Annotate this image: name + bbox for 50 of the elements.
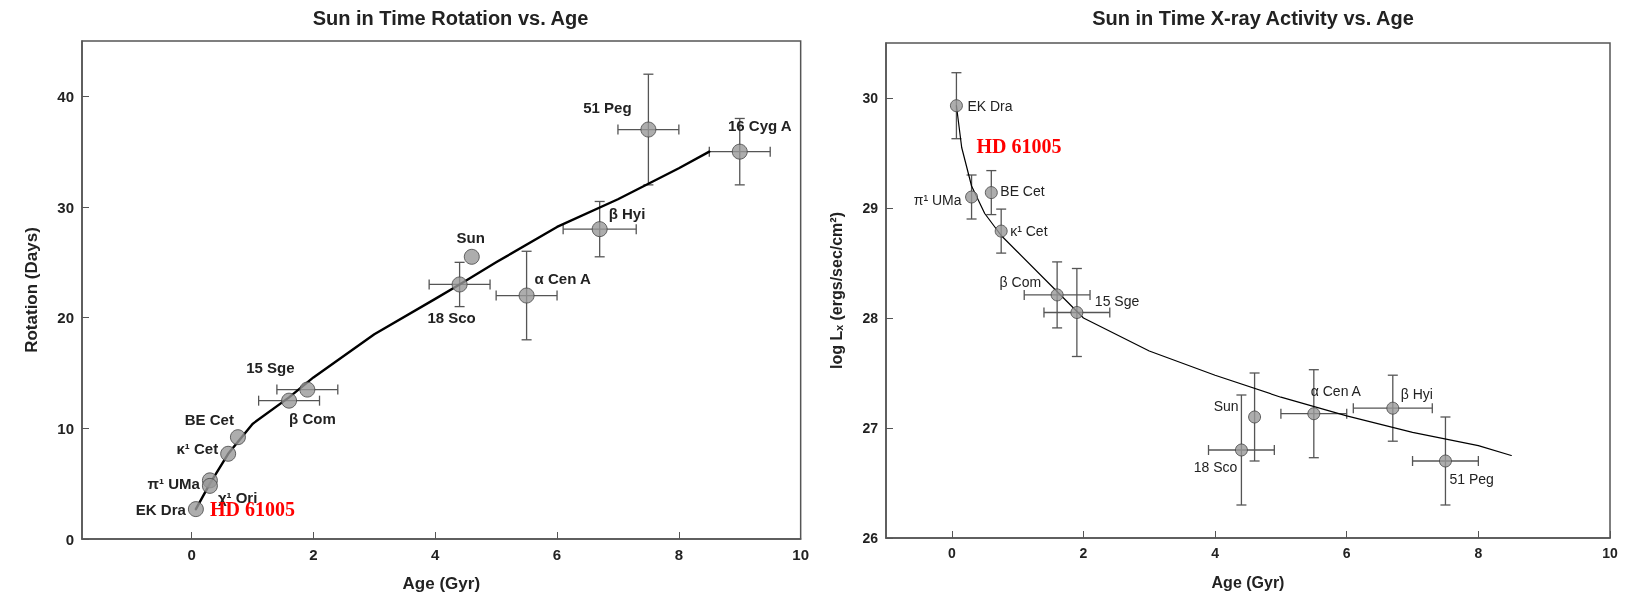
annotation: 18 Sco — [1193, 459, 1238, 475]
annotation: BE Cet — [184, 410, 234, 428]
annotation: π¹ UMa — [913, 192, 962, 208]
x-tick-label: 8 — [1474, 545, 1483, 561]
annotation: 18 Sco — [427, 308, 476, 326]
y-tick-label: 26 — [862, 530, 879, 546]
annotation: β Com — [289, 410, 336, 428]
x-tick-label: 0 — [947, 545, 956, 561]
x-tick-label: 8 — [674, 546, 684, 563]
annotation: κ¹ Cet — [176, 440, 219, 458]
y-tick-label: 20 — [57, 309, 74, 327]
y-tick-label: 27 — [862, 420, 879, 436]
annotation: Sun — [456, 229, 485, 247]
annotation: 51 Peg — [583, 99, 632, 117]
x-axis-title: Age (Gyr) — [402, 574, 481, 593]
annotation: BE Cet — [1000, 182, 1045, 199]
y-axis-title: log Lₓ (ergs/sec/cm²) — [827, 211, 845, 370]
x-axis-title: Age (Gyr) — [1211, 573, 1285, 591]
x-tick-label: 2 — [309, 546, 318, 563]
x-tick-label: 2 — [1079, 545, 1088, 561]
x-tick-label: 4 — [1211, 545, 1220, 561]
chart-title: Sun in Time Rotation vs. Age — [312, 7, 589, 29]
x-tick-label: 6 — [552, 546, 562, 563]
x-tick-label: 0 — [187, 546, 196, 563]
annotation: π¹ UMa — [147, 474, 201, 492]
y-tick-label: 40 — [57, 87, 74, 105]
annotation: β Com — [999, 273, 1042, 290]
annotation: Sun — [1213, 398, 1239, 414]
y-tick-label: 28 — [862, 310, 879, 326]
y-tick-label: 0 — [65, 530, 74, 548]
annotation: EK Dra — [135, 500, 187, 518]
y-tick-label: 10 — [57, 419, 74, 437]
x-tick-label: 10 — [1602, 545, 1618, 561]
y-tick-label: 29 — [862, 200, 879, 216]
annotation: β Hyi — [608, 204, 646, 222]
annotation: α Cen A — [534, 270, 591, 288]
y-tick-label: 30 — [862, 90, 879, 106]
y-tick-label: 30 — [57, 198, 74, 216]
x-tick-label: 6 — [1342, 545, 1351, 561]
chart-title: Sun in Time X-ray Activity vs. Age — [1092, 7, 1414, 29]
annotation: β Hyi — [1400, 386, 1433, 403]
annotation: HD 61005 — [976, 134, 1062, 157]
x-tick-label: 4 — [431, 546, 441, 563]
annotation: 15 Sge — [246, 359, 295, 377]
annotation: 15 Sge — [1094, 292, 1140, 309]
x-tick-label: 10 — [792, 546, 809, 563]
annotation: κ¹ Cet — [1010, 223, 1048, 240]
annotation: 51 Peg — [1449, 471, 1494, 487]
annotation: EK Dra — [967, 97, 1013, 114]
y-axis-title: Rotation (Days) — [22, 227, 41, 353]
